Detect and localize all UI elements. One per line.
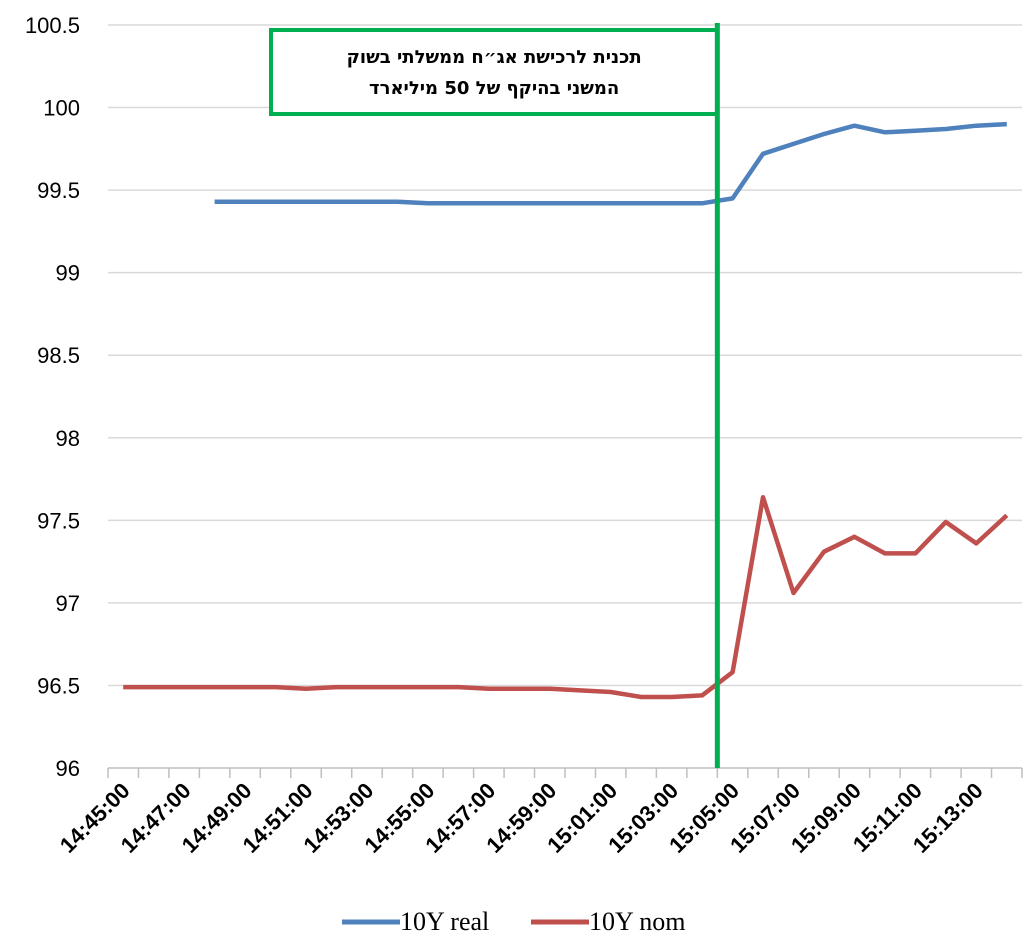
y-tick-label: 97 [56,591,80,616]
y-tick-label: 99 [56,261,80,286]
legend: 10Y real 10Y nom [342,907,686,936]
y-tick-label: 100.5 [25,13,80,38]
series-lines [123,121,1009,700]
legend-label-1: 10Y real [400,907,489,936]
y-tick-label: 96 [56,756,80,781]
y-tick-label: 98 [56,426,80,451]
series-line-2 [123,494,1009,700]
annotation-text-line-2: המשני בהיקף של 50 מיליארד [369,78,619,99]
gridlines [108,24,1022,687]
series-line-1 [214,121,1007,206]
y-axis-ticks: 96 96.5 97 97.5 98 98.5 99 99.5 100 100.5 [25,13,80,781]
y-tick-label: 99.5 [37,178,80,203]
legend-label-2: 10Y nom [589,907,686,936]
x-axis-ticks: 14:45:0014:47:0014:49:0014:51:0014:53:00… [55,768,1023,858]
event-annotation: תכנית לרכישת אג״ח ממשלתי בשוק המשני בהיק… [269,23,720,768]
y-tick-label: 96.5 [37,673,80,698]
y-tick-label: 100 [43,96,80,121]
annotation-text-line-1: תכנית לרכישת אג״ח ממשלתי בשוק [347,47,642,68]
annotation-box [269,28,720,116]
y-tick-label: 97.5 [37,508,80,533]
y-tick-label: 98.5 [37,343,80,368]
